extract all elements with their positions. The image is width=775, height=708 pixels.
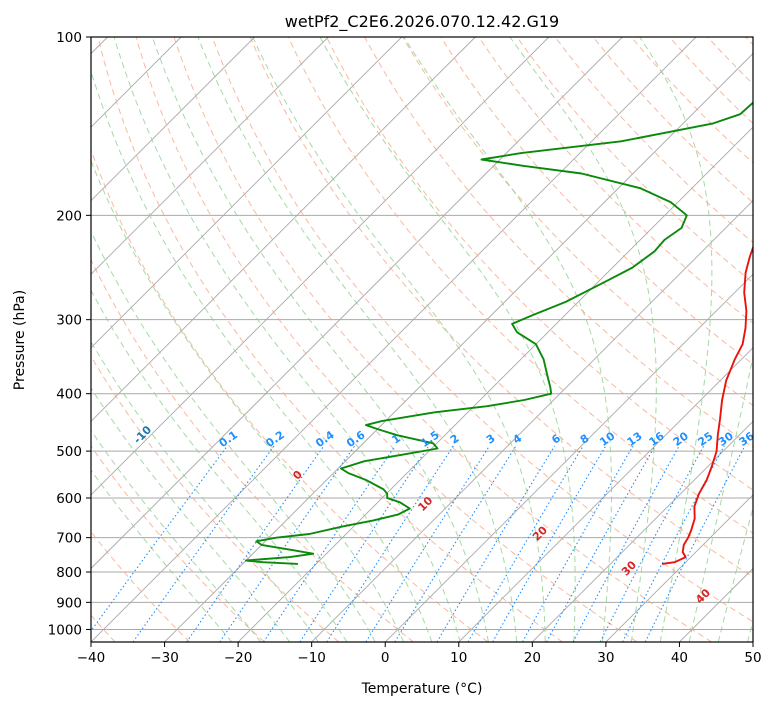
x-tick-label: 30 xyxy=(597,650,614,666)
moist-adiabat-line xyxy=(639,37,713,642)
isotherm-gridline xyxy=(91,37,697,642)
dry-adiabat-line xyxy=(287,37,753,534)
mixing-ratio-line xyxy=(326,445,454,642)
temperature-profile-line xyxy=(661,244,753,565)
moist-adiabat-line xyxy=(252,37,546,642)
mixing-ratio-line xyxy=(436,445,556,642)
plot-area xyxy=(91,37,753,642)
isotherm-gridline xyxy=(91,37,329,275)
isotherm-gridline xyxy=(458,347,753,642)
isotherm-gridline xyxy=(384,273,753,642)
plot-frame xyxy=(90,36,754,643)
isotherm-gridline xyxy=(91,37,550,496)
moist-adiabat-line xyxy=(91,230,376,642)
dewpoint-profile-line xyxy=(245,101,753,565)
moist-adiabat-line xyxy=(91,429,262,642)
y-tick-label: 700 xyxy=(56,531,82,547)
mixing-ratio-line xyxy=(394,445,517,642)
x-tick-label: −40 xyxy=(77,650,106,666)
x-tick-label: 10 xyxy=(450,650,467,666)
dry-adiabat-line xyxy=(91,445,265,642)
mixing-ratio-line xyxy=(546,445,656,642)
moist-adiabat-line xyxy=(91,159,405,642)
moist-adiabat-line xyxy=(91,289,348,642)
mixing-ratio-line xyxy=(622,445,725,642)
x-tick-label: −20 xyxy=(224,650,253,666)
moist-adiabat-line xyxy=(91,340,319,642)
moist-adiabat-line xyxy=(91,469,233,642)
mixing-ratio-line xyxy=(263,445,396,642)
x-tick-label: 20 xyxy=(524,650,541,666)
y-tick-label: 400 xyxy=(56,387,82,403)
mixing-ratio-line xyxy=(467,445,584,642)
moist-adiabat-line xyxy=(151,37,489,642)
y-tick-label: 300 xyxy=(56,313,82,329)
y-tick-label: 100 xyxy=(56,30,82,46)
dry-adiabat-line xyxy=(173,37,713,642)
mixing-ratio-line xyxy=(299,445,430,642)
dry-adiabat-line xyxy=(97,37,563,642)
moist-adiabat-line xyxy=(197,37,518,642)
moist-adiabat-line xyxy=(509,37,657,642)
moist-adiabat-line xyxy=(717,505,753,642)
dry-adiabat-line xyxy=(91,355,340,642)
y-axis-label: Pressure (hPa) xyxy=(12,290,28,390)
isotherm-gridline xyxy=(91,37,623,570)
mixing-ratio-line xyxy=(186,445,325,642)
chart-title: wetPf2_C2E6.2026.070.12.42.G19 xyxy=(285,12,559,32)
y-tick-label: 200 xyxy=(56,208,82,224)
mixing-ratio-line xyxy=(644,445,746,642)
isotherm-gridline xyxy=(532,420,753,642)
moist-adiabat-line xyxy=(403,37,612,642)
moist-adiabat-line xyxy=(319,37,576,642)
isotherm-gridline xyxy=(91,37,476,422)
isotherm-gridline xyxy=(91,37,255,202)
moist-adiabat-line xyxy=(91,387,291,642)
y-tick-label: 900 xyxy=(56,595,82,611)
x-tick-label: −30 xyxy=(150,650,179,666)
isotherm-gridline xyxy=(91,37,403,349)
y-tick-label: 1000 xyxy=(48,622,82,638)
x-axis-label: Temperature (°C) xyxy=(361,681,483,697)
mixing-ratio-line xyxy=(132,445,275,642)
x-tick-label: 50 xyxy=(744,650,761,666)
y-tick-label: 800 xyxy=(56,565,82,581)
dry-adiabat-line xyxy=(211,37,753,623)
moist-adiabat-line xyxy=(688,353,753,642)
isotherm-gridline xyxy=(164,52,753,642)
dry-adiabat-line xyxy=(91,258,414,642)
isotherm-gridline xyxy=(237,126,753,642)
y-tick-label: 500 xyxy=(56,444,82,460)
y-tick-label: 600 xyxy=(56,491,82,507)
x-tick-label: 0 xyxy=(381,650,390,666)
dry-adiabat-line xyxy=(135,37,638,642)
dry-adiabat-line xyxy=(249,37,753,578)
x-tick-label: −10 xyxy=(297,650,326,666)
mixing-ratio-line xyxy=(365,445,490,642)
dry-adiabat-line xyxy=(326,37,753,491)
moist-adiabat-line xyxy=(91,69,433,642)
isotherm-gridline xyxy=(605,494,753,642)
moist-adiabat-line xyxy=(113,37,461,642)
x-tick-label: 40 xyxy=(671,650,688,666)
mixing-ratio-line xyxy=(522,445,634,642)
